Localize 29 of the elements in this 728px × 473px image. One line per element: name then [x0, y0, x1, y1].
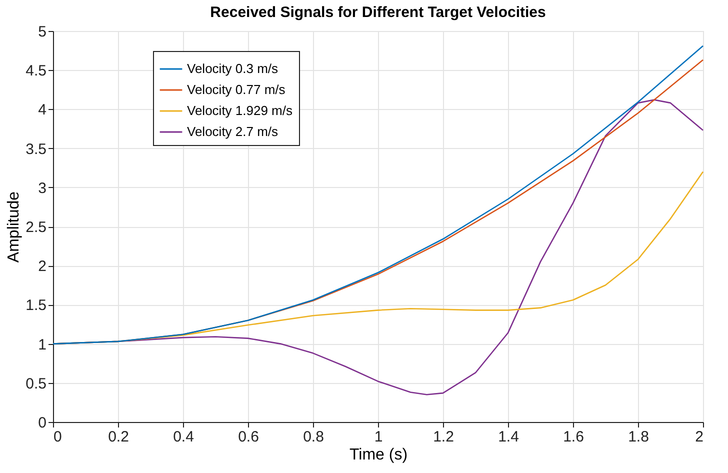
legend-label: Velocity 0.3 m/s: [187, 61, 279, 76]
y-tick-label: 2: [38, 258, 46, 276]
x-tick-label: 0.6: [238, 428, 259, 446]
x-tick-label: 1.2: [433, 428, 454, 446]
x-tick-label: 0.8: [303, 428, 324, 446]
y-tick-label: 2.5: [26, 219, 46, 236]
x-tick-label: 1.4: [498, 428, 519, 446]
y-tick-label: 1.5: [26, 297, 46, 314]
y-tick-label: 3.5: [26, 140, 46, 158]
x-tick-label: 0: [54, 428, 62, 446]
y-tick-label: 0: [38, 414, 46, 432]
y-tick-label: 5: [38, 24, 46, 40]
x-tick-label: 1.6: [563, 428, 584, 446]
legend-label: Velocity 0.77 m/s: [187, 82, 286, 97]
y-tick-label: 0.5: [26, 375, 46, 392]
y-tick-label: 4: [38, 102, 46, 119]
x-axis-title: Time (s): [349, 446, 408, 464]
x-tick-label: 2: [695, 428, 704, 446]
legend-label: Velocity 1.929 m/s: [187, 103, 293, 118]
y-axis-title: Amplitude: [6, 191, 23, 263]
legend-label: Velocity 2.7 m/s: [187, 124, 279, 139]
y-tick-label: 1: [38, 336, 46, 354]
x-tick-label: 1: [374, 428, 383, 446]
chart-title: Received Signals for Different Target Velocities: [210, 4, 546, 21]
y-tick-label: 4.5: [26, 62, 46, 80]
x-tick-label: 0.4: [173, 428, 194, 446]
x-tick-label: 0.2: [108, 428, 129, 446]
y-tick-label: 3: [38, 180, 46, 197]
x-tick-label: 1.8: [628, 428, 649, 446]
